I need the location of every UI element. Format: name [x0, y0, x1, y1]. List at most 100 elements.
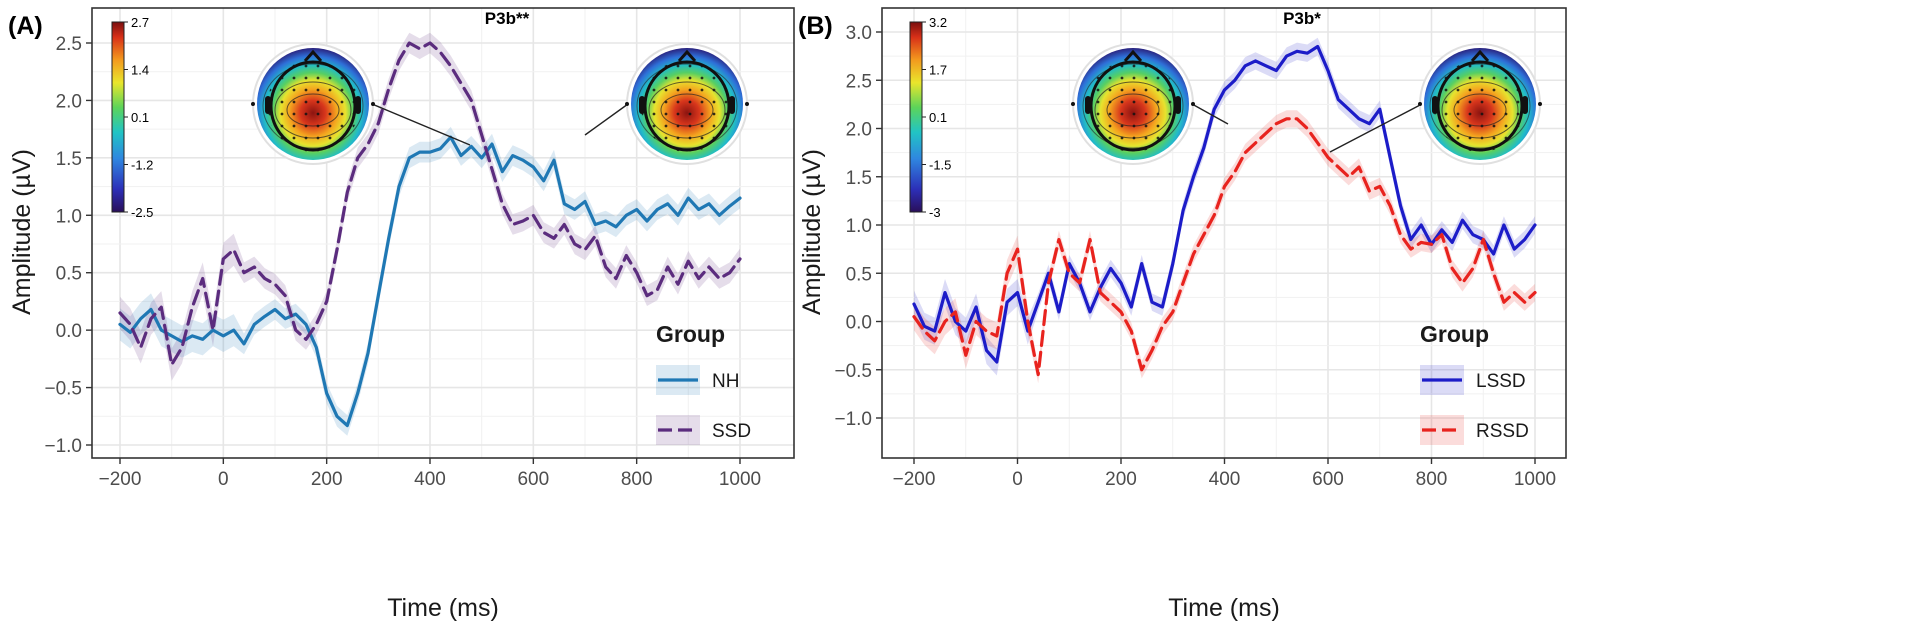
topomap-marker — [625, 102, 629, 106]
plot-area — [118, 32, 742, 436]
colorbar-label: 3.2 — [929, 15, 947, 30]
colorbar-label: -2.5 — [131, 205, 153, 220]
y-tick-label: 2.0 — [846, 120, 872, 141]
colorbar-label: 2.7 — [131, 15, 149, 30]
colorbar-label: -1.5 — [929, 158, 951, 173]
topomap-connector-left — [1191, 103, 1229, 125]
p3b-annotation: P3b* — [1283, 9, 1321, 28]
x-tick-label: 400 — [1209, 469, 1241, 490]
y-tick-label: 1.0 — [846, 216, 872, 237]
y-axis-label: Amplitude (µV) — [798, 149, 826, 315]
x-tick-label: 0 — [218, 469, 229, 490]
y-tick-label: 0.5 — [56, 264, 82, 285]
topomap-ear-left — [265, 96, 271, 114]
y-tick-label: 3.0 — [846, 23, 872, 44]
topomap-marker — [1191, 102, 1195, 106]
series-line-ssd — [118, 41, 742, 367]
topomap-nose — [1123, 49, 1143, 62]
topomap-electrodes — [641, 60, 733, 152]
colorbar: 3.2 1.7 0.1 -1.5 -3 — [909, 15, 951, 220]
colorbar-label: -1.2 — [131, 158, 153, 173]
legend-item-rssd[interactable]: RSSD — [1420, 415, 1529, 445]
topomap-nose — [1470, 49, 1490, 62]
series-line-nh — [118, 135, 742, 428]
panel-label: (B) — [798, 12, 833, 40]
y-tick-label: 1.5 — [846, 168, 872, 189]
y-tick-label: 2.5 — [56, 34, 82, 55]
topomap-electrodes — [1434, 60, 1526, 152]
y-tick-label: 0.5 — [846, 264, 872, 285]
x-tick-label: 1000 — [719, 469, 761, 490]
y-axis-label: Amplitude (µV) — [8, 149, 36, 315]
colorbar-label: 0.1 — [131, 110, 149, 125]
topomap-nose — [677, 49, 697, 62]
colorbar-label: 0.1 — [929, 110, 947, 125]
x-tick-label: 0 — [1012, 469, 1023, 490]
topomap-connector-right — [1329, 103, 1423, 153]
topomap-electrodes — [1087, 60, 1179, 152]
y-tick-label: −0.5 — [44, 379, 82, 400]
colorbar-gradient — [909, 21, 923, 213]
topomap-ear-left — [1432, 96, 1438, 114]
x-tick-label: 800 — [621, 469, 653, 490]
y-tick-label: 2.0 — [56, 91, 82, 112]
x-tick-label: 200 — [1105, 469, 1137, 490]
topomap-left — [1071, 43, 1195, 165]
x-tick-label: 600 — [517, 469, 549, 490]
topomap-ear-right — [1522, 96, 1528, 114]
plot-frame — [91, 7, 795, 459]
legend-label: NH — [712, 371, 739, 392]
x-axis-label: Time (ms) — [1168, 594, 1280, 622]
topomap-ear-left — [1085, 96, 1091, 114]
colorbar: 2.7 1.4 0.1 -1.2 -2.5 — [111, 15, 153, 220]
topomap-ear-right — [1175, 96, 1181, 114]
topomap-right — [1418, 43, 1542, 165]
colorbar-gradient — [111, 21, 125, 213]
topomap-nose — [303, 49, 323, 62]
topomap-electrodes — [267, 60, 359, 152]
colorbar-label: -3 — [929, 205, 941, 220]
legend-item-lssd[interactable]: LSSD — [1420, 365, 1526, 395]
legend-label: SSD — [712, 421, 751, 442]
y-tick-label: −0.5 — [834, 361, 872, 382]
topomap-right — [625, 43, 749, 165]
series-line-rssd — [912, 117, 1537, 377]
x-tick-label: −200 — [893, 469, 936, 490]
legend-label: LSSD — [1476, 371, 1526, 392]
panel-label: (A) — [8, 12, 43, 40]
y-tick-label: −1.0 — [44, 436, 82, 457]
topomap-marker — [1418, 102, 1422, 106]
legend-item-nh[interactable]: NH — [656, 365, 739, 395]
legend: Group LSSD RSSD — [1420, 321, 1529, 445]
x-axis-label: Time (ms) — [387, 594, 499, 622]
confidence-ribbon-rssd — [914, 110, 1535, 384]
legend-title: Group — [1420, 321, 1489, 347]
colorbar-label: 1.4 — [131, 63, 149, 78]
y-tick-label: −1.0 — [834, 409, 872, 430]
panel-a: −200 0 200 400 600 800 1000 −1.0 −0.5 0.0 0.5 1.0 1.… — [8, 7, 795, 622]
p3b-annotation: P3b** — [485, 9, 530, 28]
x-tick-label: 200 — [311, 469, 343, 490]
plot-area — [912, 37, 1537, 384]
topomap-marker — [371, 102, 375, 106]
x-tick-label: 800 — [1416, 469, 1448, 490]
y-tick-label: 1.5 — [56, 149, 82, 170]
topomap-marker — [745, 102, 749, 106]
legend: Group NH SSD — [656, 321, 751, 445]
topomap-left — [251, 43, 375, 165]
colorbar-label: 1.7 — [929, 63, 947, 78]
y-tick-label: 0.0 — [56, 321, 82, 342]
x-tick-label: −200 — [99, 469, 142, 490]
topomap-connector-left — [371, 103, 471, 146]
topomap-ear-right — [355, 96, 361, 114]
y-tick-label: 2.5 — [846, 71, 872, 92]
topomap-connector-right — [584, 103, 629, 136]
topomap-marker — [251, 102, 255, 106]
x-tick-label: 400 — [414, 469, 446, 490]
topomap-ear-right — [729, 96, 735, 114]
topomap-ear-left — [639, 96, 645, 114]
x-tick-label: 600 — [1312, 469, 1344, 490]
legend-item-ssd[interactable]: SSD — [656, 415, 751, 445]
x-tick-label: 1000 — [1514, 469, 1556, 490]
